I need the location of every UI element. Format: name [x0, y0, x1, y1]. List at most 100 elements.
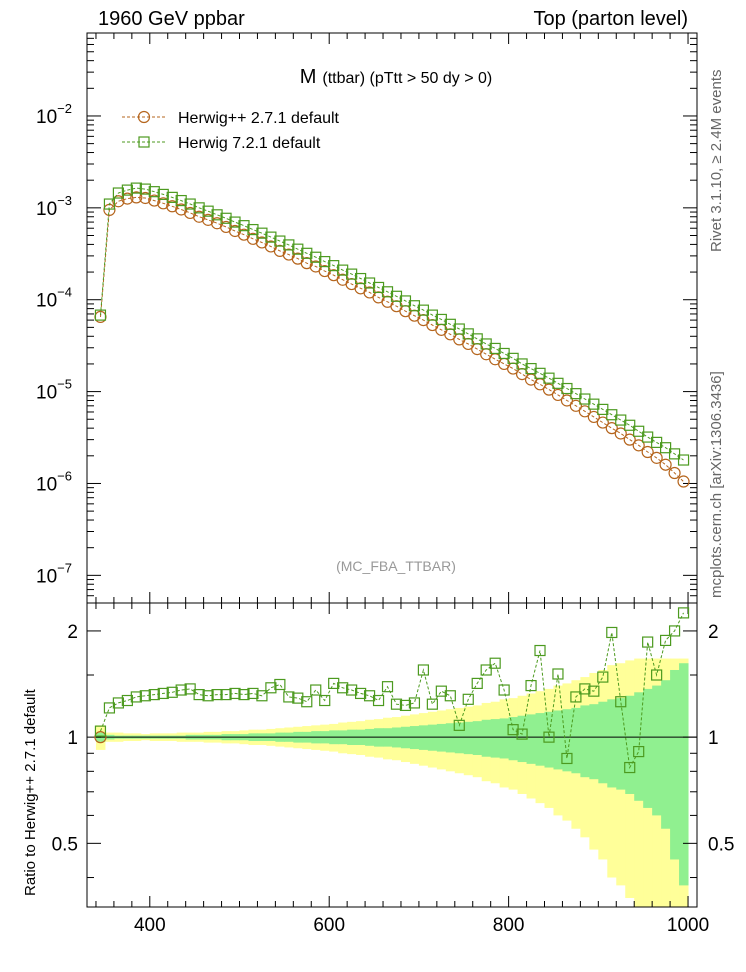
data-point-herwigpp — [623, 433, 636, 446]
ratio-point — [157, 687, 169, 700]
ratio-point — [668, 625, 681, 637]
data-point-herwig7 — [372, 281, 385, 294]
data-point-herwig7 — [274, 235, 286, 247]
ratio-band-inner-bin — [463, 721, 474, 755]
ratio-point — [328, 677, 340, 690]
ratio-point — [677, 607, 690, 619]
data-point-herwig7 — [94, 309, 107, 321]
data-point-herwigpp — [166, 200, 179, 213]
data-point-herwig7 — [660, 442, 672, 454]
data-point-herwigpp — [614, 427, 627, 440]
ratio-point — [606, 626, 618, 639]
ratio-band-inner-bin — [535, 713, 545, 766]
data-point-herwig7 — [668, 448, 681, 460]
data-point-herwig7 — [624, 419, 636, 431]
data-point-herwig7 — [677, 454, 690, 466]
ratio-reference-point — [94, 731, 107, 744]
ratio-point — [462, 693, 474, 705]
chart-title-main: M — [300, 66, 317, 88]
y-tick-label: 10−7 — [36, 560, 72, 587]
data-point-herwigpp — [560, 394, 574, 407]
data-point-herwigpp — [157, 197, 170, 210]
ratio-point — [247, 687, 259, 700]
legend-label-herwig7: Herwig 7.2.1 default — [178, 135, 321, 152]
data-point-herwigpp — [148, 194, 161, 207]
legend-marker-herwig7 — [138, 136, 150, 148]
ratio-point — [426, 698, 438, 710]
ratio-series-line — [100, 612, 684, 770]
ratio-point — [346, 684, 358, 696]
ratio-band-inner-bin — [454, 722, 465, 754]
y-tick-label: 10−5 — [36, 377, 72, 404]
ratio-band-inner-bin — [643, 688, 653, 808]
y-tick-label-exponent: −3 — [57, 193, 72, 208]
data-point-herwig7 — [283, 239, 295, 251]
ratio-point — [579, 683, 591, 695]
chart-title: M (ttbar) (pTtt > 50 dy > 0) — [300, 66, 493, 88]
ratio-point — [651, 669, 663, 681]
ratio-band-inner-bin — [562, 709, 572, 772]
ratio-band-inner-bin — [679, 663, 689, 886]
ratio-point — [139, 690, 151, 702]
ratio-point — [166, 686, 178, 698]
data-point-herwigpp — [632, 439, 645, 452]
process-label: Top (parton level) — [533, 8, 688, 30]
y-tick-label-exponent: −6 — [57, 468, 72, 483]
ratio-band-inner-bin — [445, 723, 456, 753]
ratio-point — [355, 687, 367, 700]
legend-label-herwigpp: Herwig++ 2.7.1 default — [178, 110, 340, 127]
ratio-y-tick-label-left: 2 — [67, 622, 78, 643]
data-point-herwig7 — [148, 186, 160, 198]
legend-marker-herwigpp — [137, 110, 151, 124]
ratio-band-inner-bin — [508, 717, 519, 761]
data-point-herwig7 — [211, 209, 223, 221]
data-point-herwig7 — [184, 198, 196, 210]
analysis-tag: (MC_FBA_TTBAR) — [336, 558, 456, 574]
data-point-herwigpp — [668, 466, 681, 480]
ratio-point — [372, 694, 385, 707]
data-point-herwig7 — [157, 188, 169, 201]
data-point-herwig7 — [121, 184, 133, 196]
y-tick-label-base: 10 — [36, 474, 57, 495]
data-point-herwig7 — [256, 227, 268, 239]
data-point-herwig7 — [103, 198, 116, 210]
ratio-band-inner-bin — [481, 719, 492, 757]
ratio-point — [130, 691, 142, 703]
ratio-band-inner-bin — [499, 718, 510, 759]
ratio-point — [534, 644, 546, 657]
y-tick-label-exponent: −4 — [57, 285, 72, 300]
ratio-band-inner-bin — [490, 719, 501, 758]
data-point-herwigpp — [605, 422, 618, 435]
data-point-herwigpp — [139, 191, 152, 205]
ratio-band-inner-bin — [427, 724, 438, 751]
ratio-band-inner-bin — [598, 701, 608, 784]
data-point-herwigpp — [578, 405, 591, 418]
data-point-herwigpp — [650, 451, 663, 464]
data-point-herwig7 — [319, 255, 331, 268]
ratio-point — [399, 699, 412, 712]
ratio-point — [543, 731, 555, 743]
ratio-point — [624, 761, 636, 774]
data-point-herwig7 — [193, 202, 205, 214]
ratio-y-tick-label-left: 0.5 — [52, 834, 78, 855]
data-point-herwig7 — [310, 251, 322, 263]
ratio-band-inner-bin — [607, 699, 617, 788]
data-point-herwig7 — [337, 264, 349, 276]
data-point-herwig7 — [175, 194, 187, 207]
ratio-point — [184, 683, 196, 695]
ratio-band-inner-bin — [580, 705, 590, 778]
data-point-herwigpp — [659, 458, 672, 471]
ratio-y-axis-title: Ratio to Herwig++ 2.7.1 default — [22, 689, 39, 896]
data-point-herwig7 — [301, 247, 313, 259]
data-point-herwig7 — [166, 191, 178, 203]
ratio-point — [121, 694, 133, 707]
ratio-band-inner-bin — [544, 711, 554, 768]
ratio-panel-frame — [86, 602, 698, 908]
y-tick-label: 10−4 — [36, 285, 72, 312]
y-tick-label-base: 10 — [36, 107, 57, 128]
y-tick-label: 10−3 — [36, 193, 72, 220]
ratio-point — [229, 687, 241, 700]
data-point-herwigpp — [551, 388, 565, 402]
ratio-point — [112, 697, 124, 709]
y-tick-label-exponent: −5 — [57, 377, 72, 392]
